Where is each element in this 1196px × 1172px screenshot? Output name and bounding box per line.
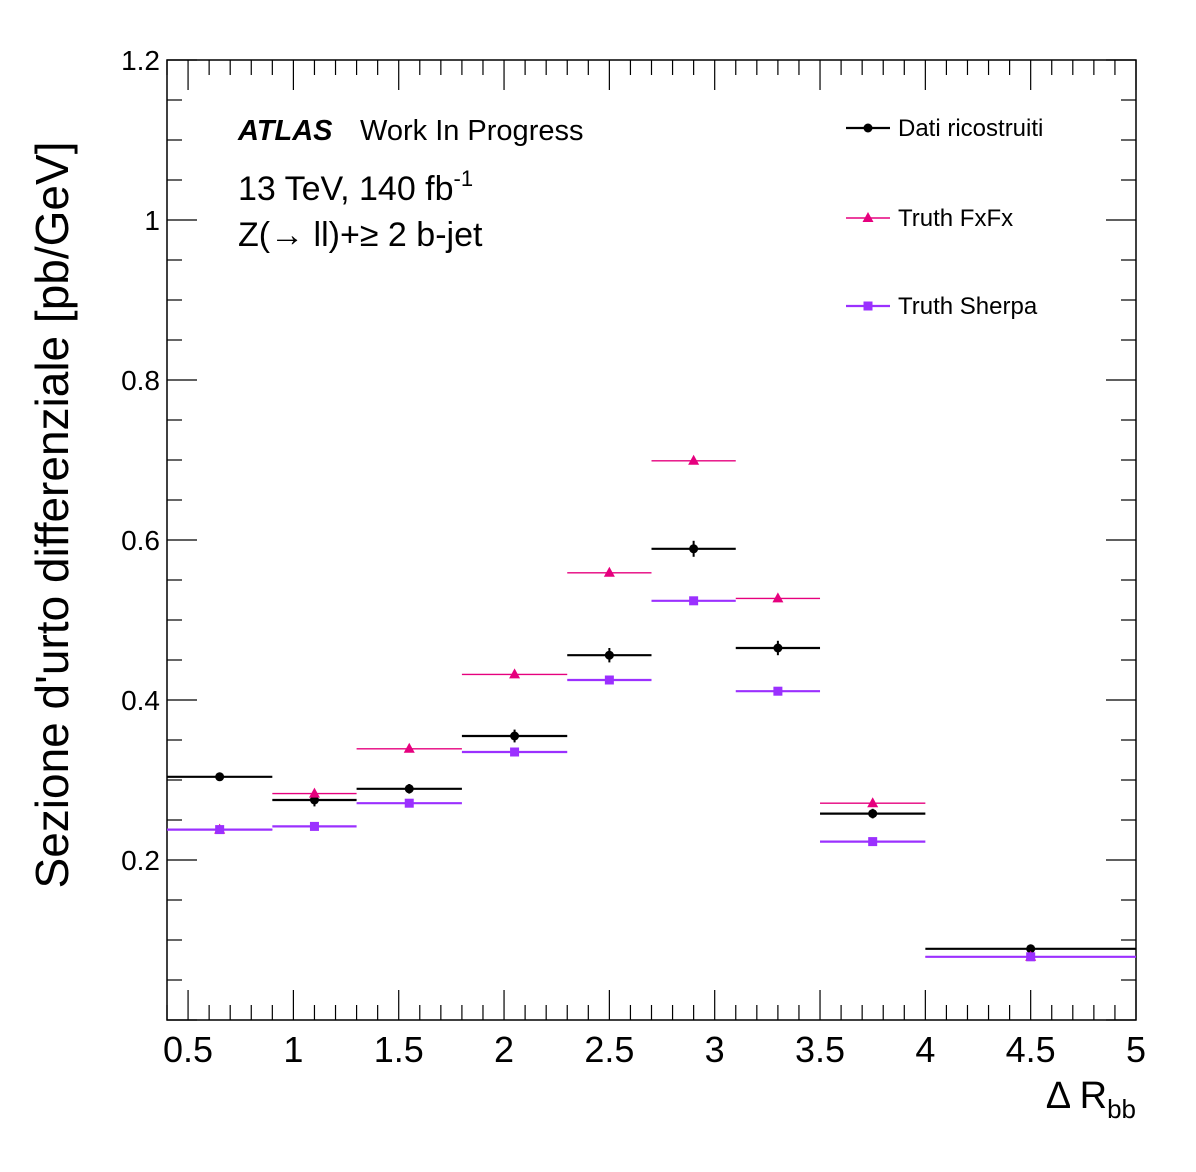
data-point [1026, 944, 1036, 954]
y-tick-label: 1.2 [121, 45, 160, 76]
process-label: Z(→ ll)+≥ 2 b-jet [238, 216, 483, 254]
data-point [773, 686, 783, 696]
legend-label: Truth Sherpa [898, 293, 1038, 320]
data-point [510, 747, 520, 757]
data-point [867, 797, 879, 808]
data-point [603, 566, 615, 577]
y-tick-label: 1 [144, 205, 160, 236]
tick-labels: 0.5 1 1.5 2 2.5 3 3.5 4 4.5 5 0.2 0.4 0.6 0.8 1 1.2 [121, 45, 1146, 1070]
legend-label: Truth FxFx [898, 205, 1013, 232]
atlas-label: ATLAS [237, 115, 333, 147]
data-point [604, 650, 614, 660]
legend-marker [862, 212, 874, 222]
y-tick-label: 0.2 [121, 845, 160, 876]
data-point [308, 787, 320, 798]
x-tick-label: 1 [283, 1029, 303, 1070]
legend-entry-truth-sherpa: Truth Sherpa [846, 293, 1038, 320]
legend-label: Dati ricostruiti [898, 115, 1043, 142]
x-tick-label: 1.5 [374, 1029, 424, 1070]
y-tick-label: 0.4 [121, 685, 160, 716]
series-dati-ricostruiti [167, 540, 1136, 954]
data-point [404, 798, 414, 808]
data-point [773, 643, 783, 653]
x-tick-label: 4.5 [1006, 1029, 1056, 1070]
data-point [309, 821, 319, 831]
x-axis-label: Δ Rbb [1046, 1075, 1136, 1124]
energy-lumi-sup: -1 [454, 166, 474, 191]
data-point [689, 544, 699, 554]
energy-lumi-label: 13 TeV, 140 fb-1 [238, 166, 473, 208]
y-tick-label: 0.8 [121, 365, 160, 396]
data-point [868, 837, 878, 847]
x-axis-label-main: Δ R [1046, 1075, 1107, 1117]
data-point [215, 825, 225, 835]
legend-entry-truth-fxfx: Truth FxFx [846, 205, 1013, 232]
x-tick-label: 2.5 [584, 1029, 634, 1070]
atlas-label-block: ATLAS Work In Progress 13 TeV, 140 fb-1 … [237, 115, 583, 254]
data-point [688, 454, 700, 465]
x-tick-label: 3 [705, 1029, 725, 1070]
series-truth-sherpa [167, 596, 1136, 962]
data-point [403, 742, 415, 753]
data-marks [167, 454, 1136, 962]
data-point [404, 784, 414, 794]
x-axis-label-sub: bb [1107, 1094, 1136, 1124]
data-point [510, 731, 520, 741]
legend-marker [863, 123, 873, 133]
data-point [309, 795, 319, 805]
legend-entry-dati-ricostruiti: Dati ricostruiti [846, 115, 1043, 142]
legend: Dati ricostruiti Truth FxFx Truth Sherpa [846, 115, 1043, 320]
x-tick-label: 5 [1126, 1029, 1146, 1070]
data-point [215, 772, 225, 782]
x-tick-label: 3.5 [795, 1029, 845, 1070]
energy-lumi-text: 13 TeV, 140 fb [238, 170, 454, 208]
data-point [604, 675, 614, 685]
data-point [689, 596, 699, 606]
x-tick-label: 4 [915, 1029, 935, 1070]
x-tick-label: 2 [494, 1029, 514, 1070]
data-point [868, 809, 878, 819]
plot-frame [166, 59, 1137, 1021]
legend-marker [863, 301, 873, 311]
x-tick-label: 0.5 [163, 1029, 213, 1070]
data-point [509, 668, 521, 679]
y-axis-label: Sezione d'urto differenziale [pb/GeV] [26, 142, 78, 889]
y-tick-label: 0.6 [121, 525, 160, 556]
data-point [772, 592, 784, 603]
work-in-progress-label: Work In Progress [360, 115, 583, 147]
data-point [1026, 952, 1036, 962]
